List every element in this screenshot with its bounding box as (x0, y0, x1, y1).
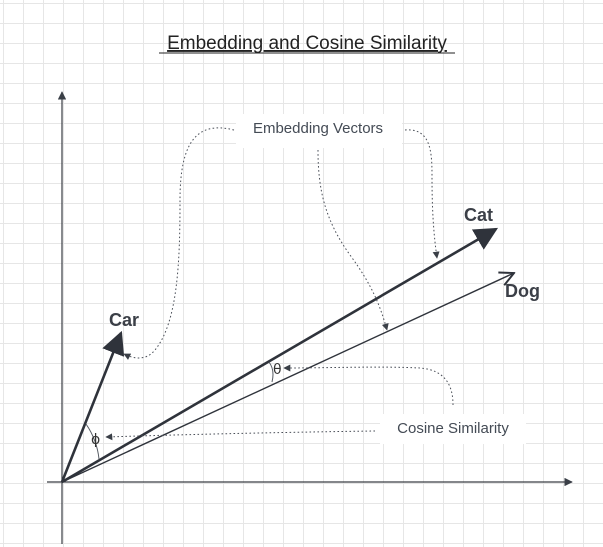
connector-to-theta (283, 364, 454, 406)
embedding-vectors-callout-bg (236, 114, 402, 148)
connector-to-cat (404, 129, 440, 259)
connector-to-car (123, 127, 235, 360)
diagram-title: Embedding and Cosine Similarity (167, 33, 447, 54)
cosine-similarity-callout: Cosine Similarity (397, 420, 509, 437)
phi-arc (85, 423, 100, 460)
connector-to-phi (105, 430, 376, 441)
theta-label: θ (273, 362, 282, 378)
connector-to-dog (317, 149, 389, 331)
car-vector (60, 330, 125, 483)
phi-label: ϕ (91, 432, 100, 448)
cat-label: Cat (464, 205, 493, 225)
cat-vector (61, 227, 499, 484)
cosine-similarity-callout-bg (380, 414, 526, 444)
dog-label: Dog (505, 281, 540, 301)
dog-vector (61, 273, 514, 483)
embedding-vectors-callout: Embedding Vectors (253, 120, 383, 137)
car-label: Car (109, 310, 139, 330)
theta-arc (268, 361, 274, 383)
